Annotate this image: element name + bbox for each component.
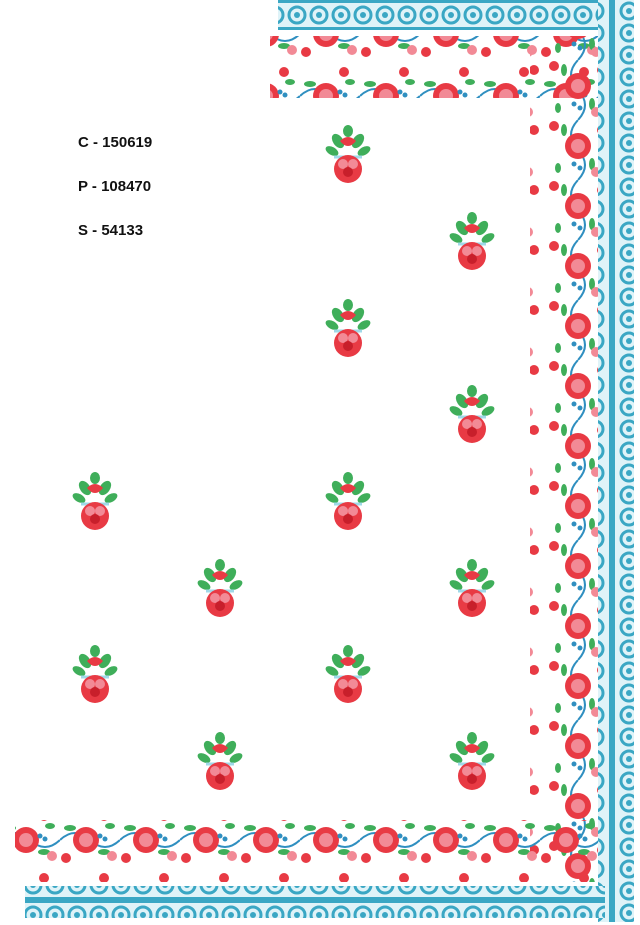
p-value-label: P - 108470 (78, 178, 152, 195)
color-count-label: C - 150619 (78, 134, 153, 151)
rose-bouquet-motif (194, 730, 246, 792)
rose-bouquet-motif (322, 297, 374, 359)
floral-border-right (530, 36, 598, 882)
lace-border-bottom (25, 886, 605, 918)
rose-bouquet-motif (322, 470, 374, 532)
rose-bouquet-motif (322, 643, 374, 705)
lace-border-top (278, 0, 608, 30)
floral-border-bottom (15, 820, 598, 882)
rose-bouquet-motif (69, 470, 121, 532)
s-value-label: S - 54133 (78, 222, 144, 239)
rose-bouquet-motif (194, 557, 246, 619)
rose-bouquet-motif (322, 123, 374, 185)
rose-bouquet-motif (446, 557, 498, 619)
rose-bouquet-motif (69, 643, 121, 705)
lace-border-right (598, 0, 634, 922)
rose-bouquet-motif (446, 210, 498, 272)
rose-bouquet-motif (446, 730, 498, 792)
rose-bouquet-motif (446, 383, 498, 445)
